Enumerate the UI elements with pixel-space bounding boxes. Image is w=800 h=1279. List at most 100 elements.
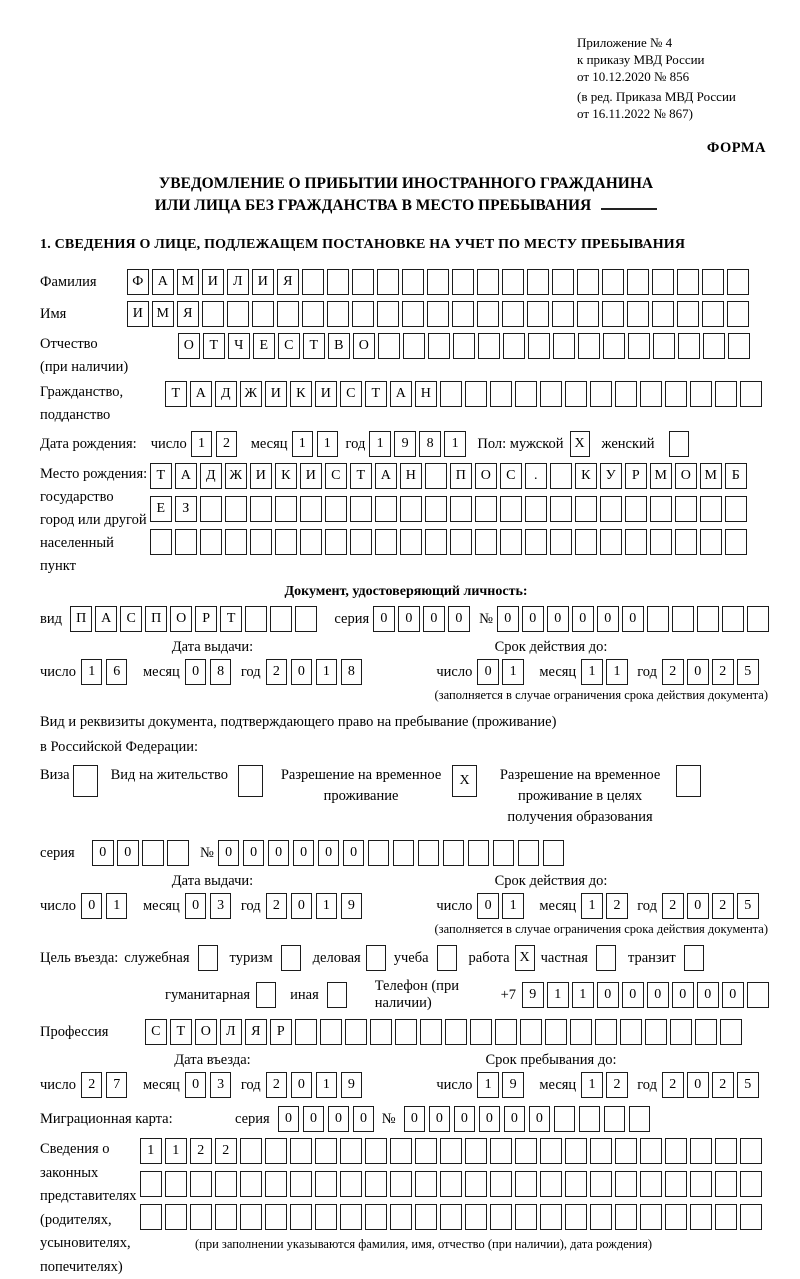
char-box[interactable]: Ж [240, 381, 262, 407]
char-box[interactable] [202, 301, 224, 327]
char-box[interactable] [250, 496, 272, 522]
sex-male-checkbox[interactable]: X [569, 431, 590, 457]
char-box[interactable] [500, 496, 522, 522]
char-box[interactable] [367, 840, 390, 866]
char-box[interactable]: 2 [265, 659, 288, 685]
char-box[interactable] [725, 496, 747, 522]
char-box[interactable] [640, 1138, 662, 1164]
char-box[interactable]: 3 [209, 893, 232, 919]
char-box[interactable]: 0 [80, 893, 103, 919]
char-box[interactable] [150, 529, 172, 555]
char-box[interactable]: К [275, 463, 297, 489]
char-box[interactable]: Л [220, 1019, 242, 1045]
char-box[interactable]: 0 [672, 982, 694, 1008]
char-box[interactable]: Я [277, 269, 299, 295]
char-box[interactable]: А [152, 269, 174, 295]
char-box[interactable] [370, 1019, 392, 1045]
char-box[interactable] [390, 1138, 412, 1164]
residence-permit-checkbox[interactable] [238, 765, 264, 797]
char-box[interactable]: 0 [403, 1106, 426, 1132]
char-box[interactable] [327, 269, 349, 295]
char-box[interactable]: 1 [291, 431, 314, 457]
char-box[interactable] [502, 301, 524, 327]
char-box[interactable]: И [300, 463, 322, 489]
char-box[interactable] [300, 496, 322, 522]
char-box[interactable] [517, 840, 540, 866]
char-box[interactable]: 0 [597, 982, 619, 1008]
char-box[interactable]: Д [200, 463, 222, 489]
char-box[interactable]: 1 [572, 982, 594, 1008]
char-box[interactable] [290, 1204, 312, 1230]
char-box[interactable] [628, 333, 650, 359]
char-box[interactable]: 2 [265, 1072, 288, 1098]
char-box[interactable] [365, 1138, 387, 1164]
char-box[interactable]: 0 [547, 606, 569, 632]
char-box[interactable] [352, 269, 374, 295]
char-box[interactable]: 0 [92, 840, 114, 866]
visa-checkbox[interactable] [72, 765, 98, 797]
char-box[interactable] [465, 1204, 487, 1230]
char-box[interactable] [200, 496, 222, 522]
char-box[interactable]: Т [165, 381, 187, 407]
char-box[interactable] [640, 1171, 662, 1197]
char-box[interactable] [697, 606, 719, 632]
char-box[interactable] [270, 606, 292, 632]
char-box[interactable]: 1 [190, 431, 213, 457]
char-box[interactable]: 0 [302, 1106, 325, 1132]
char-box[interactable] [315, 1138, 337, 1164]
char-box[interactable]: 2 [662, 893, 684, 919]
char-box[interactable]: С [278, 333, 300, 359]
purpose-other-checkbox[interactable] [326, 982, 347, 1008]
char-box[interactable]: К [290, 381, 312, 407]
char-box[interactable]: 1 [369, 431, 391, 457]
char-box[interactable] [577, 301, 599, 327]
char-box[interactable]: 1 [140, 1138, 162, 1164]
char-box[interactable] [515, 1171, 537, 1197]
char-box[interactable] [390, 1171, 412, 1197]
char-box[interactable]: 1 [444, 431, 466, 457]
char-box[interactable] [377, 269, 399, 295]
char-box[interactable]: 1 [581, 1072, 603, 1098]
char-box[interactable] [615, 1204, 637, 1230]
char-box[interactable] [620, 1019, 642, 1045]
char-box[interactable] [445, 1019, 467, 1045]
char-box[interactable]: 0 [722, 982, 744, 1008]
char-box[interactable]: С [145, 1019, 167, 1045]
char-box[interactable] [540, 1138, 562, 1164]
char-box[interactable] [490, 381, 512, 407]
temporary-residence-checkbox[interactable]: X [452, 765, 478, 797]
char-box[interactable]: 2 [662, 659, 684, 685]
char-box[interactable]: Е [253, 333, 275, 359]
char-box[interactable]: 0 [687, 1072, 709, 1098]
char-box[interactable] [352, 301, 374, 327]
char-box[interactable]: И [265, 381, 287, 407]
char-box[interactable] [565, 381, 587, 407]
char-box[interactable]: 6 [105, 659, 128, 685]
char-box[interactable]: С [120, 606, 142, 632]
char-box[interactable]: 0 [290, 659, 313, 685]
char-box[interactable] [502, 269, 524, 295]
char-box[interactable] [628, 1106, 651, 1132]
char-box[interactable] [415, 1204, 437, 1230]
char-box[interactable]: 0 [497, 606, 519, 632]
char-box[interactable] [570, 1019, 592, 1045]
char-box[interactable] [527, 301, 549, 327]
char-box[interactable]: 2 [712, 659, 734, 685]
char-box[interactable]: 0 [317, 840, 340, 866]
char-box[interactable] [615, 1138, 637, 1164]
char-box[interactable] [625, 496, 647, 522]
char-box[interactable] [728, 333, 750, 359]
char-box[interactable] [425, 463, 447, 489]
char-box[interactable]: 0 [647, 982, 669, 1008]
